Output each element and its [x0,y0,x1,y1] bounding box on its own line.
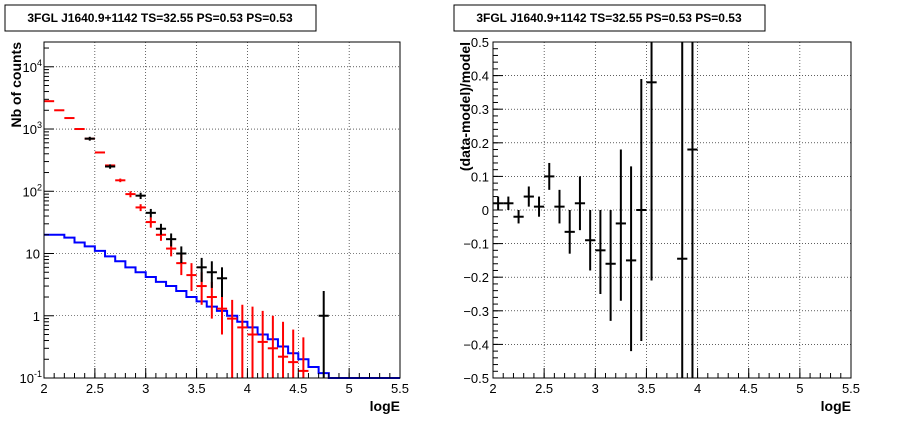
counts-data-point [84,136,95,141]
counts-y-tick-label: 10-1 [20,369,42,386]
counts-x-axis: 2 2.5 3 3.5 4 4.5 5 5.5 [40,368,409,396]
counts-x-tick-label: 4.5 [289,381,307,396]
counts-y-label: Nb of counts [8,42,24,128]
residuals-data-point [564,210,575,254]
counts-x-label: logE [370,398,400,414]
residuals-y-tick-label: −0.5 [463,371,489,386]
counts-data-point [135,192,146,200]
residuals-title-box: 3FGL J1640.9+1142 TS=32.55 PS=0.53 PS=0.… [453,4,766,32]
counts-y-tick-label: 1 [33,309,40,324]
residuals-data-point [615,149,626,301]
residuals-data-point [523,186,534,207]
counts-data-point [186,263,197,291]
residuals-y-tick-label: −0.1 [463,237,489,252]
counts-y-tick-label: 103 [23,120,42,137]
counts-data-point [247,306,258,378]
residuals-y-label: (data-model)/model [457,42,473,171]
counts-y-tick-label: 10 [26,247,40,262]
counts-x-tick-label: 4 [244,381,251,396]
residuals-x-tick-label: 5.5 [842,381,860,396]
counts-data-point [277,321,289,378]
residuals-data-point [533,196,545,217]
counts-model-line [44,233,400,379]
residuals-data-point [677,42,688,378]
counts-data-point [227,299,238,378]
residuals-data-point [554,189,565,224]
residuals-data-point [513,210,524,224]
residuals-y-tick-label: −0.3 [463,304,489,319]
residuals-grid [493,42,851,378]
residuals-data-point [595,210,606,294]
counts-y-axis: 10-1 1 10 102 103 104 [20,47,54,386]
residuals-data-point [605,210,616,321]
counts-data-point [115,178,126,183]
residuals-y-axis: −0.5 −0.4 −0.3 −0.2 −0.1 0 0.1 0.2 0.3 0.4 0.5 [463,35,503,386]
counts-data-point [105,164,116,169]
residuals-x-tick-label: 4 [694,381,701,396]
counts-y-tick-label: 102 [23,182,42,199]
counts-data-point [257,310,268,378]
counts-data-point [237,304,248,378]
residuals-x-label: logE [821,398,851,414]
counts-y-tick-label: 104 [23,58,42,75]
counts-data-point [288,329,299,378]
counts-data-point [125,191,136,198]
residuals-x-tick-label: 3.5 [637,381,655,396]
counts-data-point [196,257,207,282]
counts-title: 3FGL J1640.9+1142 TS=32.55 PS=0.53 PS=0.… [27,11,293,25]
counts-x-tick-label: 2.5 [86,381,104,396]
counts-data-point [298,337,309,378]
counts-panel: 3FGL J1640.9+1142 TS=32.55 PS=0.53 PS=0.… [4,4,409,414]
counts-x-tick-label: 3.5 [188,381,206,396]
residuals-data-point [585,210,596,271]
counts-data-point [206,261,217,288]
residuals-y-tick-label: 0.1 [471,169,489,184]
residuals-x-tick-label: 5 [796,381,803,396]
residuals-panel: 3FGL J1640.9+1142 TS=32.55 PS=0.53 PS=0.… [453,4,860,414]
counts-data-point [176,246,187,264]
counts-data-point [166,233,177,247]
counts-data-point [206,281,217,319]
residuals-x-tick-label: 3 [592,381,599,396]
counts-title-box: 3FGL J1640.9+1142 TS=32.55 PS=0.53 PS=0.… [4,4,317,32]
counts-data-point [216,290,228,335]
counts-data-point [145,217,156,228]
residuals-x-tick-label: 4.5 [740,381,758,396]
residuals-data-point [574,176,586,231]
counts-x-tick-label: 5.5 [391,381,409,396]
residuals-data-point [687,42,698,378]
residuals-x-axis: 2 2.5 3 3.5 4 4.5 5 5.5 [489,368,860,396]
residuals-y-tick-label: 0.3 [471,102,489,117]
counts-x-tick-label: 2 [40,381,47,396]
residuals-y-tick-label: 0.5 [471,35,489,50]
counts-data-point [155,223,167,235]
residuals-y-tick-label: 0.2 [471,136,489,151]
counts-data-point [145,208,156,218]
residuals-y-tick-label: −0.2 [463,270,489,285]
residuals-data-point [625,166,637,352]
residuals-y-tick-label: 0.4 [471,69,489,84]
residuals-data-point [544,162,555,190]
residuals-series [493,42,698,378]
residuals-y-tick-label: 0 [482,203,489,218]
residuals-plot-frame [492,41,852,379]
counts-data-point [267,315,278,378]
residuals-title: 3FGL J1640.9+1142 TS=32.55 PS=0.53 PS=0.… [476,11,742,25]
counts-data-point [216,267,228,298]
residuals-data-point [636,78,647,342]
counts-x-tick-label: 5 [346,381,353,396]
counts-series [44,100,400,379]
counts-data-point [135,204,146,212]
counts-data-point [318,290,329,378]
residuals-x-tick-label: 2 [489,381,496,396]
residuals-data-point [646,42,657,281]
residuals-data-point [503,196,514,210]
residuals-x-tick-label: 2.5 [535,381,553,396]
residuals-y-tick-label: −0.4 [463,337,489,352]
counts-x-tick-label: 3 [142,381,149,396]
